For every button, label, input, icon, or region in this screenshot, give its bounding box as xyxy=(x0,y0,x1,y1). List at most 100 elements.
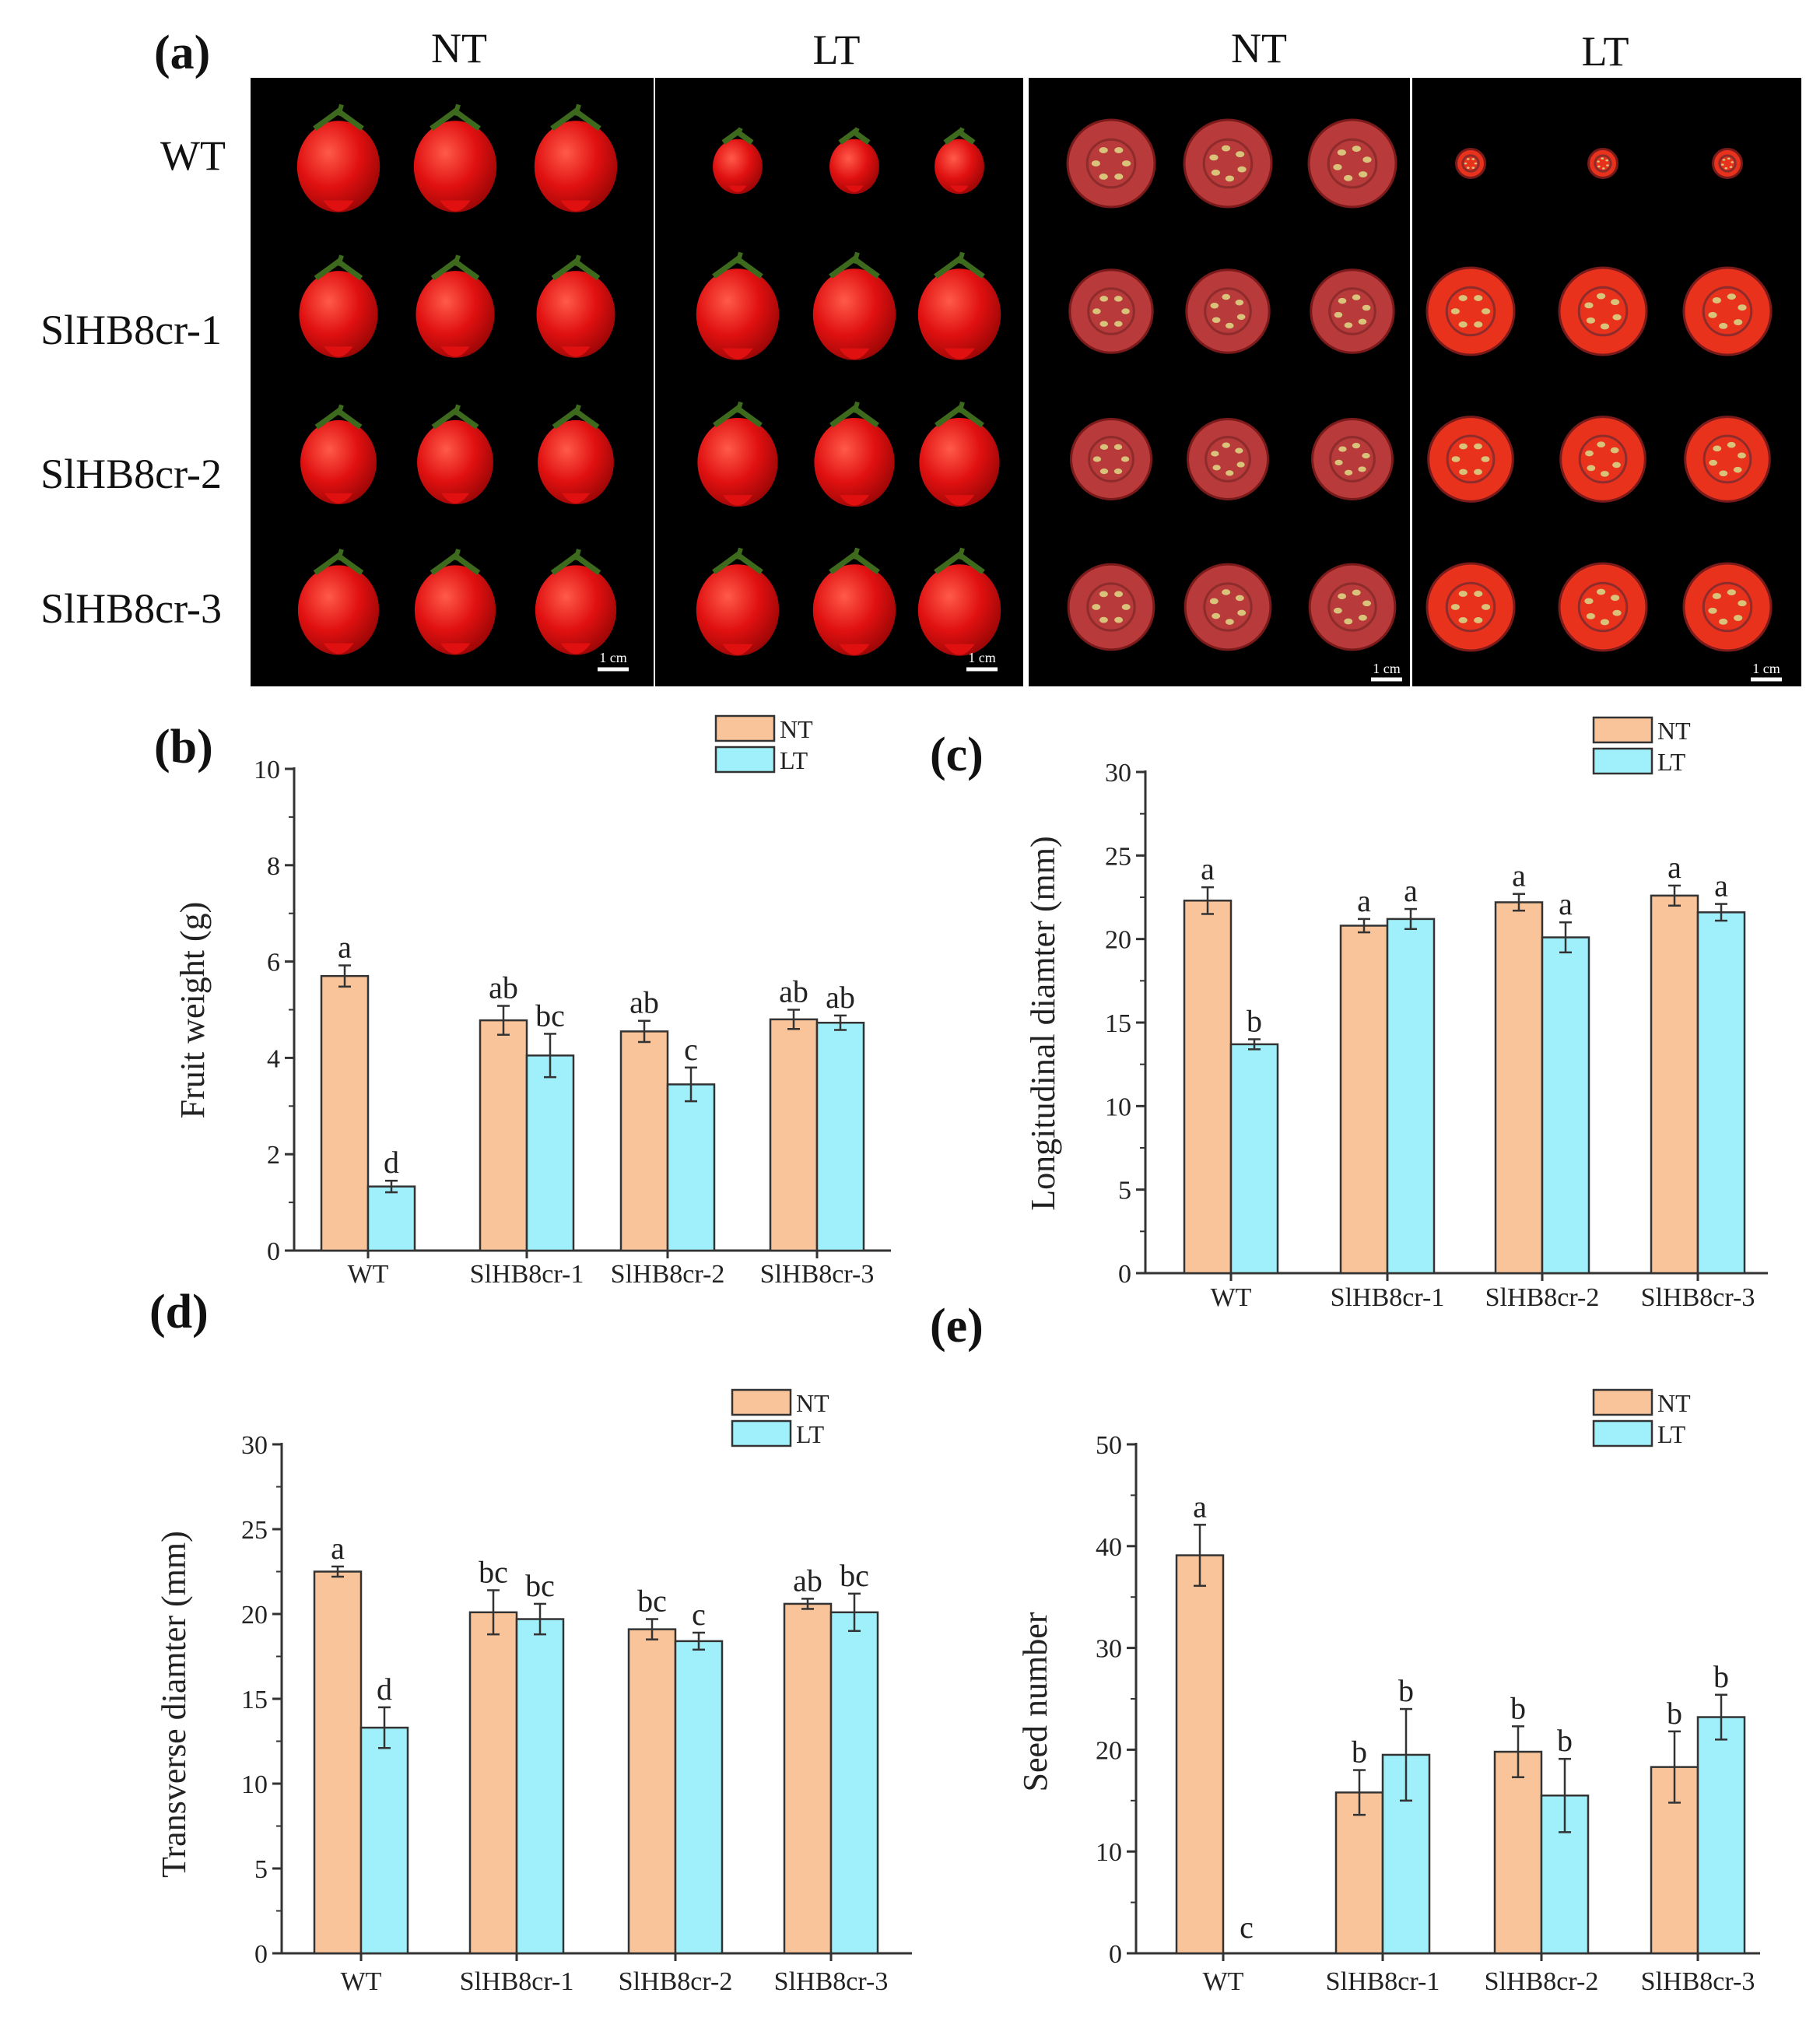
scale-bar-3: 1 cm xyxy=(1371,661,1402,682)
panel-label: (d) xyxy=(149,1286,209,1339)
fruit-body xyxy=(713,139,763,195)
whole-fruit-image xyxy=(696,547,780,656)
seed-icon xyxy=(1225,619,1234,625)
seed-icon xyxy=(1235,300,1244,306)
whole-fruit-image xyxy=(713,127,763,195)
whole-fruit-image xyxy=(814,401,895,507)
seed-icon xyxy=(1610,447,1619,454)
cut-fruit-core xyxy=(1087,287,1135,335)
seed-icon xyxy=(1114,616,1124,623)
seed-icon xyxy=(1225,175,1235,182)
stem-icon xyxy=(453,254,461,267)
cut-fruit-flesh xyxy=(1427,416,1514,503)
fruit-body xyxy=(300,419,377,505)
fruit-tip xyxy=(323,643,354,654)
fruit-tip xyxy=(440,643,471,654)
x-tick-label: SlHB8cr-3 xyxy=(1641,1283,1755,1312)
significance-letter: b xyxy=(1398,1673,1414,1708)
cut-fruit-core xyxy=(1327,138,1378,189)
bar-nt xyxy=(1493,1750,1543,1955)
y-tick-label: 8 xyxy=(267,852,280,881)
significance-letter: ab xyxy=(489,970,518,1005)
cut-fruit-core xyxy=(1702,581,1753,633)
seed-icon xyxy=(1458,591,1468,597)
bar-nt xyxy=(468,1611,518,1955)
y-axis-label: Fruit weight (g) xyxy=(174,902,212,1119)
fruit-tip xyxy=(944,495,975,506)
seed-icon xyxy=(1209,598,1219,605)
whole-fruit-image xyxy=(534,104,618,212)
cut-fruit-core xyxy=(1703,434,1752,484)
seed-icon xyxy=(1334,311,1343,318)
bar-lt xyxy=(1229,1043,1279,1275)
cut-fruit-core xyxy=(1461,154,1480,173)
significance-letter: bc xyxy=(840,1558,869,1593)
scale-bar-label-3: 1 cm xyxy=(1373,661,1401,676)
whole-fruit-image xyxy=(919,401,1000,507)
seed-icon xyxy=(1464,162,1468,165)
seed-icon xyxy=(1612,314,1622,321)
y-tick-label: 4 xyxy=(267,1044,280,1073)
seed-icon xyxy=(1333,163,1342,170)
bar-nt xyxy=(627,1628,677,1955)
fruit-layer xyxy=(296,104,1773,656)
chart-b: (b) 0 2 4 6 8 10 Fruit weight (g) WT a d SlHB8cr-1 a… xyxy=(154,714,891,1289)
whole-fruit-image xyxy=(414,549,496,655)
seed-icon xyxy=(1092,456,1102,462)
fruit-body xyxy=(917,268,1001,360)
whole-fruit-image xyxy=(829,127,879,195)
y-axis-label: Seed number xyxy=(1016,1612,1054,1791)
bar-lt xyxy=(1696,911,1746,1275)
stem-icon xyxy=(957,401,965,414)
scale-bar-label-4: 1 cm xyxy=(1752,661,1780,676)
stem-icon xyxy=(852,547,860,560)
whole-fruit-image xyxy=(416,254,495,358)
fruit-body xyxy=(696,564,780,656)
seed-icon xyxy=(1211,169,1220,176)
seed-icon xyxy=(1113,296,1123,302)
stem-icon xyxy=(573,549,581,561)
seed-icon xyxy=(1099,591,1108,598)
stem-icon xyxy=(852,401,860,414)
seed-icon xyxy=(1352,589,1361,596)
x-tick-label: WT xyxy=(1203,1967,1244,1996)
cut-fruit-core xyxy=(1329,436,1376,482)
seed-icon xyxy=(1584,598,1594,605)
significance-letter: a xyxy=(1667,850,1681,885)
bar-lt xyxy=(1386,918,1436,1275)
significance-letter: a xyxy=(338,930,352,965)
seed-icon xyxy=(1358,614,1367,621)
bar-lt xyxy=(525,1054,575,1252)
cut-fruit-flesh xyxy=(1455,148,1486,179)
x-tick-label: SlHB8cr-1 xyxy=(470,1260,584,1289)
seed-icon xyxy=(1474,443,1482,450)
seed-icon xyxy=(1586,317,1595,324)
stem-icon xyxy=(957,127,965,136)
seed-icon xyxy=(1734,615,1743,621)
x-tick-label: SlHB8cr-1 xyxy=(1326,1967,1440,1996)
y-tick-label: 0 xyxy=(254,1940,268,1969)
significance-letter: a xyxy=(331,1531,345,1566)
seed-icon xyxy=(1344,322,1353,328)
seed-icon xyxy=(1600,619,1610,626)
stem-icon xyxy=(735,547,743,560)
seed-icon xyxy=(1221,145,1231,152)
seed-icon xyxy=(1708,607,1717,614)
significance-letter: a xyxy=(1559,886,1573,921)
cut-fruit-core xyxy=(1446,434,1496,484)
seed-icon xyxy=(1099,468,1109,475)
fruit-body xyxy=(413,121,497,212)
significance-letter: ab xyxy=(629,985,659,1020)
significance-letter: b xyxy=(1510,1690,1526,1725)
fruit-tip xyxy=(722,644,753,655)
seed-icon xyxy=(1471,158,1475,160)
seed-icon xyxy=(1459,468,1468,475)
y-tick-label: 30 xyxy=(1096,1635,1122,1664)
bar-lt xyxy=(1381,1753,1431,1955)
cut-fruit-image xyxy=(1310,268,1395,354)
seed-icon xyxy=(1338,593,1347,600)
cut-fruit-core xyxy=(1577,286,1629,337)
legend-label: NT xyxy=(1657,1389,1691,1417)
bar-nt xyxy=(313,1570,363,1955)
fruit-tip xyxy=(845,185,864,192)
